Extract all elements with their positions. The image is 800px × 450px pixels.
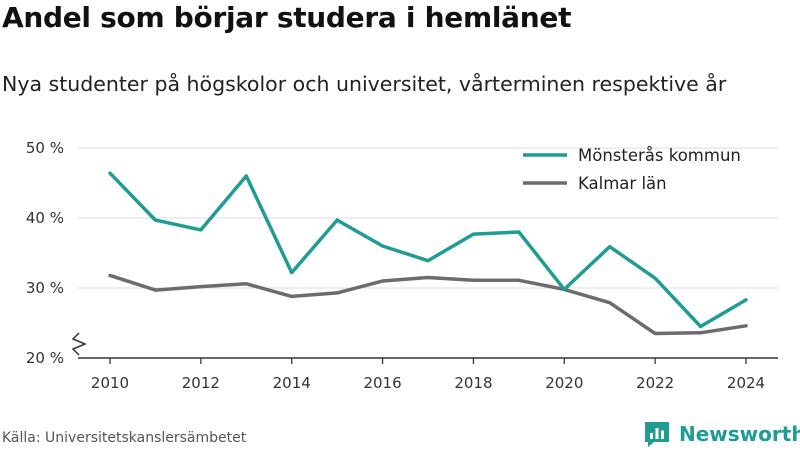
- y-tick-label: 30 %: [26, 279, 64, 297]
- x-tick-label: 2010: [91, 374, 129, 392]
- legend: Mönsterås kommun Kalmar län: [523, 146, 741, 193]
- x-tick-label: 2024: [727, 374, 765, 392]
- x-tick-label: 2012: [182, 374, 220, 392]
- x-tick-label: 2014: [273, 374, 311, 392]
- y-axis-ticks: 20 % 30 % 40 % 50 %: [26, 139, 64, 367]
- series-line: [108, 273, 748, 336]
- newsworthy-logo: Newsworthy: [643, 419, 800, 449]
- gridlines: [78, 147, 778, 289]
- x-tick-label: 2016: [363, 374, 401, 392]
- newsworthy-icon: [645, 422, 669, 447]
- legend-label: Mönsterås kommun: [578, 146, 741, 165]
- chart-subtitle: Nya studenter på högskolor och universit…: [2, 72, 727, 96]
- series-line: [108, 171, 748, 329]
- y-tick-label: 20 %: [26, 349, 64, 367]
- x-axis: 2010 2012 2014 2016 2018 2020 2022 2024: [78, 357, 778, 392]
- source-note: Källa: Universitetskanslersämbetet: [2, 430, 247, 446]
- x-tick-label: 2022: [636, 374, 674, 392]
- axis-break-mark: [71, 332, 87, 356]
- x-tick-label: 2020: [545, 374, 583, 392]
- brand-name: Newsworthy: [679, 422, 800, 446]
- y-tick-label: 50 %: [26, 139, 64, 157]
- axis-break-icon: [71, 332, 87, 356]
- chart-title: Andel som börjar studera i hemlänet: [2, 1, 572, 34]
- y-tick-label: 40 %: [26, 209, 64, 227]
- x-tick-label: 2018: [454, 374, 492, 392]
- series-lines: [108, 171, 748, 336]
- legend-label: Kalmar län: [578, 174, 667, 193]
